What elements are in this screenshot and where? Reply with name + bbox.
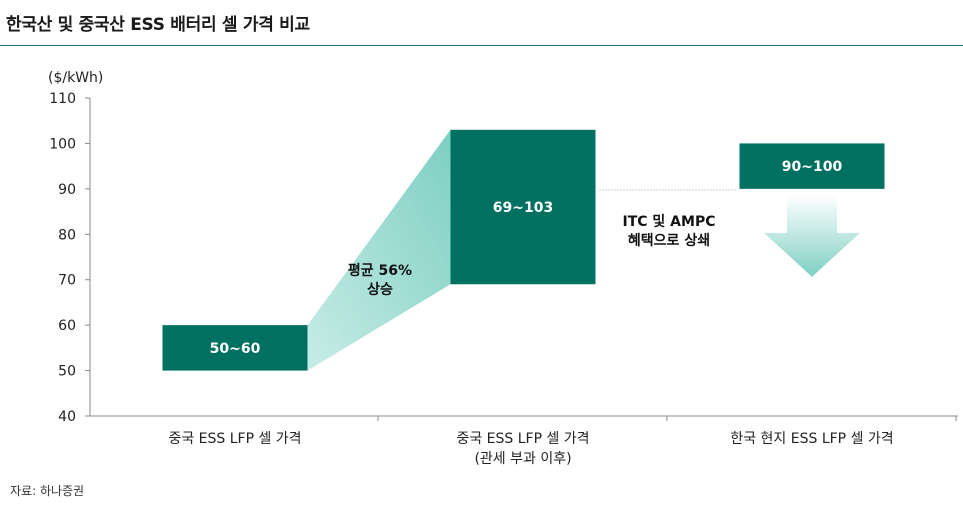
chart-title: 한국산 및 중국산 ESS 배터리 셀 가격 비교: [6, 15, 310, 35]
x-category-label: (관세 부과 이후): [474, 451, 571, 467]
range-bar: [450, 129, 596, 285]
increase-annotation: 평균 56%: [348, 262, 412, 279]
down-arrow: [764, 194, 860, 277]
increase-wedge: [307, 129, 451, 371]
bar-value-label: 90~100: [782, 159, 843, 175]
y-tick-label: 60: [58, 318, 76, 334]
x-category-label: 중국 ESS LFP 셀 가격: [456, 431, 589, 447]
y-tick-label: 50: [58, 364, 76, 380]
subsidy-annotation: 혜택으로 상쇄: [628, 232, 710, 249]
y-tick-label: 80: [58, 227, 76, 243]
increase-annotation: 상승: [367, 282, 393, 298]
bar-value-label: 50~60: [210, 341, 261, 357]
x-category-label: 한국 현지 ESS LFP 셀 가격: [730, 431, 893, 447]
title-divider: [0, 45, 963, 46]
subsidy-annotation: ITC 및 AMPC: [623, 213, 716, 230]
y-unit-label: ($/kWh): [48, 70, 103, 86]
x-category-label: 중국 ESS LFP 셀 가격: [168, 431, 301, 447]
y-tick-label: 90: [58, 182, 76, 198]
range-bar: [162, 325, 308, 371]
source-note: 자료: 하나증권: [10, 484, 85, 498]
y-tick-label: 110: [49, 91, 76, 107]
y-tick-label: 70: [58, 273, 76, 289]
y-tick-label: 100: [49, 136, 76, 152]
bar-value-label: 69~103: [493, 200, 553, 216]
range-bar: [739, 143, 885, 189]
y-tick-label: 40: [58, 409, 76, 425]
